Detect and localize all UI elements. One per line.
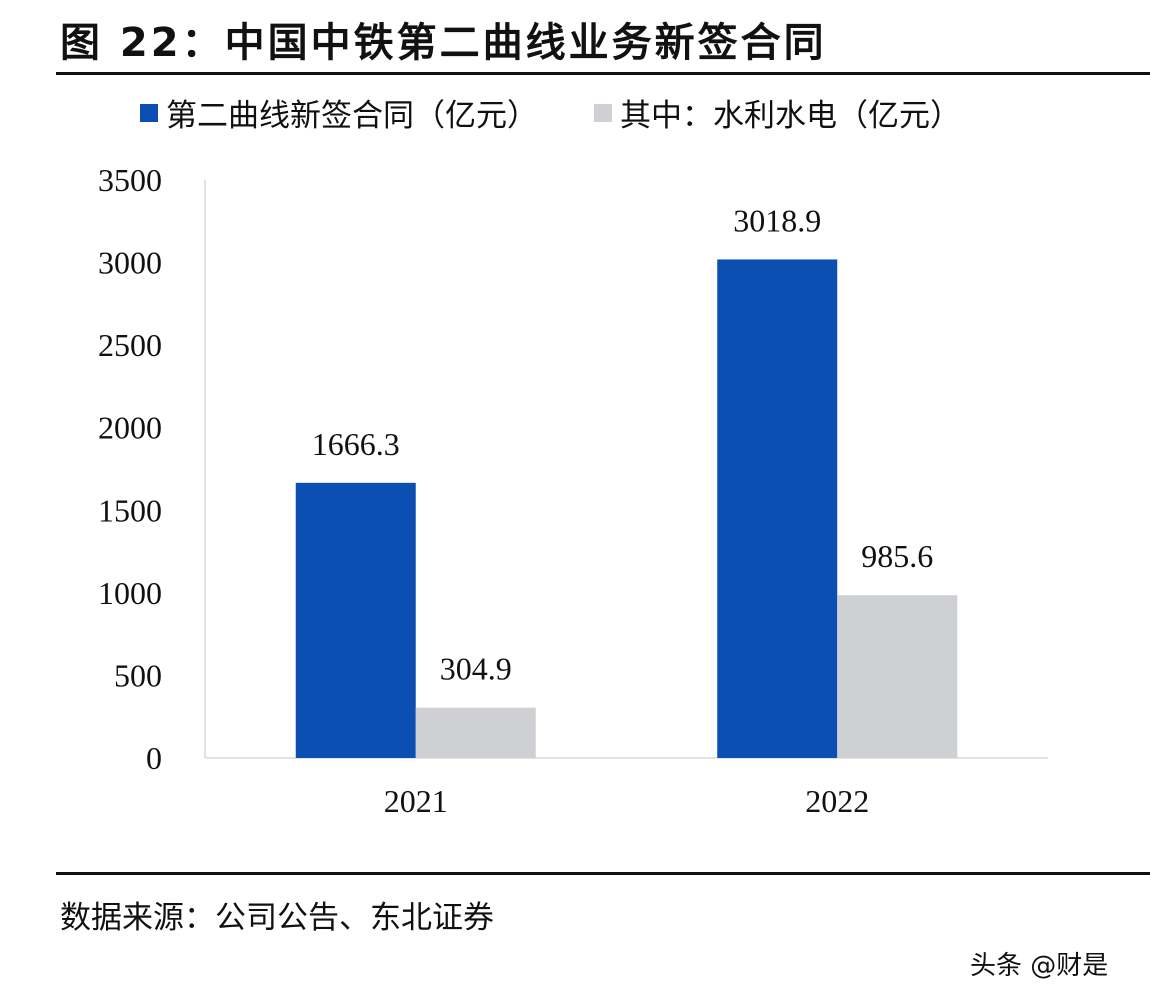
- chart-title: 图 22：中国中铁第二曲线业务新签合同: [60, 20, 827, 66]
- y-tick-label: 2000: [98, 410, 162, 446]
- source-note: 数据来源：公司公告、东北证券: [60, 900, 494, 936]
- x-tick-label: 2022: [805, 783, 869, 819]
- x-tick-label: 2021: [384, 783, 448, 819]
- bar-2022-series-1: [717, 259, 838, 758]
- bar-2021-series-2: [415, 707, 536, 758]
- watermark: 头条 @财是: [970, 951, 1109, 981]
- y-tick-label: 2500: [98, 327, 162, 363]
- bar-2021-series-1: [295, 482, 416, 758]
- legend-label-series-2: 其中：水利水电（亿元）: [620, 98, 961, 134]
- legend-label-series-1: 第二曲线新签合同（亿元）: [166, 98, 538, 134]
- bar-2022-series-2: [837, 595, 958, 758]
- data-label: 3018.9: [733, 202, 821, 238]
- bottom-rule: [56, 872, 1150, 875]
- y-tick-label: 3000: [98, 245, 162, 281]
- legend-swatch-series-1: [140, 103, 158, 122]
- top-rule: [56, 72, 1150, 75]
- y-tick-label: 500: [114, 657, 162, 693]
- legend: 第二曲线新签合同（亿元） 其中：水利水电（亿元）: [140, 90, 961, 135]
- data-label: 304.9: [440, 651, 512, 687]
- y-tick-label: 3500: [98, 162, 162, 198]
- legend-swatch-series-2: [594, 103, 612, 122]
- data-label: 1666.3: [312, 426, 400, 462]
- data-label: 985.6: [861, 538, 933, 574]
- y-tick-label: 1500: [98, 492, 162, 528]
- y-tick-label: 0: [146, 740, 162, 776]
- y-tick-label: 1000: [98, 575, 162, 611]
